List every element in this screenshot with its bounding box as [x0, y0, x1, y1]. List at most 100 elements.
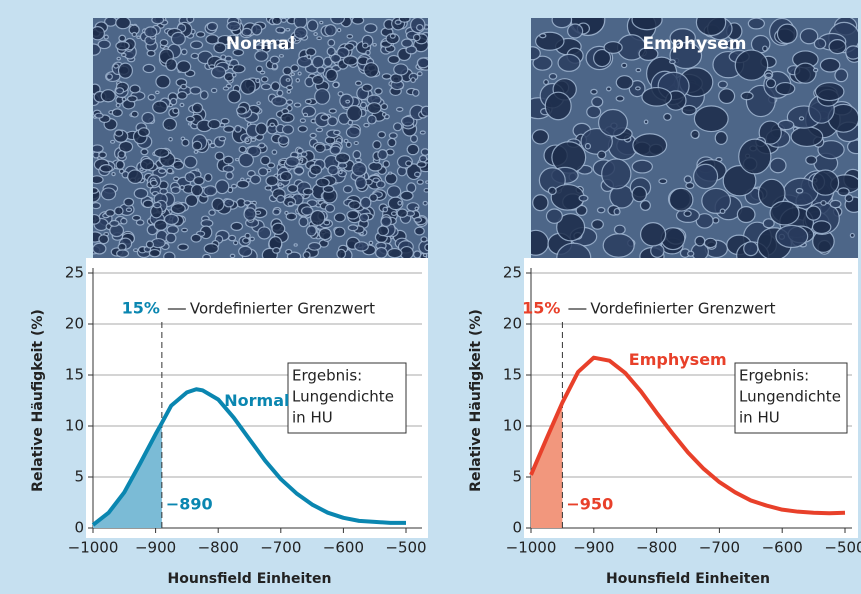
pore: [375, 88, 382, 94]
pore: [316, 128, 322, 132]
pore: [406, 161, 412, 166]
pore: [328, 39, 335, 46]
pore: [355, 177, 366, 189]
pore: [107, 74, 113, 80]
pore: [388, 249, 402, 258]
pore: [362, 84, 372, 91]
pore: [228, 90, 241, 103]
x-axis-label: Hounsfield Einheiten: [168, 571, 332, 587]
pore: [378, 132, 386, 138]
pore: [394, 123, 402, 131]
pore: [310, 165, 321, 174]
pore: [286, 250, 292, 254]
pore: [328, 117, 338, 126]
pore: [353, 150, 361, 158]
pore: [695, 236, 705, 246]
pore: [273, 209, 280, 215]
pore: [300, 119, 305, 123]
pore: [281, 18, 286, 22]
pore: [397, 107, 403, 111]
pore: [795, 63, 816, 83]
pore: [770, 201, 799, 225]
pore: [163, 118, 176, 130]
x-tick-label: −800: [636, 539, 677, 557]
pore: [126, 208, 131, 212]
pore: [136, 220, 143, 225]
pore: [314, 33, 317, 36]
pore: [830, 200, 841, 207]
pore: [153, 101, 168, 113]
series-label: Emphysem: [629, 350, 727, 369]
pore: [344, 139, 348, 142]
pore: [331, 54, 341, 62]
pore: [234, 241, 238, 245]
pore: [141, 158, 154, 169]
pore: [116, 42, 129, 50]
pore: [180, 103, 184, 106]
pore: [814, 68, 818, 71]
threshold-text: Vordefinierter Grenzwert: [190, 300, 375, 318]
pore: [407, 144, 419, 154]
pore: [540, 34, 546, 38]
pore: [748, 18, 764, 29]
pore: [829, 40, 846, 54]
pore: [820, 58, 839, 72]
pore: [546, 209, 562, 223]
pore: [296, 79, 299, 82]
pore: [92, 145, 104, 152]
pore: [101, 188, 115, 200]
pore: [182, 139, 189, 146]
pore: [633, 134, 667, 157]
pore: [702, 188, 731, 213]
pore: [343, 186, 352, 193]
pore: [272, 97, 287, 107]
x-tick-label: −700: [260, 539, 301, 557]
pore: [401, 191, 413, 200]
pore: [592, 97, 603, 107]
pore: [636, 68, 641, 71]
pore: [256, 123, 267, 135]
pore: [417, 25, 423, 31]
pore: [121, 218, 127, 224]
pore: [228, 65, 233, 69]
pore: [388, 138, 396, 146]
pore: [186, 195, 198, 207]
pore: [303, 252, 310, 259]
y-tick-label: 0: [74, 519, 84, 537]
pore: [258, 227, 271, 239]
pore: [352, 162, 366, 175]
pore: [330, 146, 340, 154]
pore: [744, 242, 758, 256]
pore: [98, 40, 110, 48]
pore: [128, 96, 138, 102]
pore: [354, 142, 358, 145]
pore: [776, 83, 795, 95]
pore: [216, 180, 229, 194]
pore: [232, 73, 236, 77]
pore: [737, 207, 755, 223]
pore: [614, 209, 620, 215]
pore: [272, 17, 281, 25]
pore: [142, 112, 154, 123]
pore: [204, 186, 217, 196]
pore: [414, 34, 421, 40]
pore: [298, 126, 307, 132]
pore: [684, 211, 691, 216]
pore: [118, 151, 125, 158]
pore: [226, 172, 233, 179]
pore: [591, 89, 597, 94]
threshold-text: Vordefinierter Grenzwert: [590, 300, 775, 318]
pore: [231, 222, 242, 230]
pore: [116, 17, 131, 29]
pore: [214, 43, 226, 53]
pore: [171, 32, 185, 45]
pore: [241, 79, 256, 94]
y-tick-label: 25: [65, 264, 84, 282]
pore: [377, 181, 386, 188]
pore: [147, 50, 155, 56]
pore: [287, 90, 291, 93]
pore: [188, 123, 191, 125]
pore: [294, 167, 304, 174]
figure: Normal0510152025−1000−900−800−700−600−50…: [0, 0, 861, 594]
pore: [209, 65, 215, 68]
